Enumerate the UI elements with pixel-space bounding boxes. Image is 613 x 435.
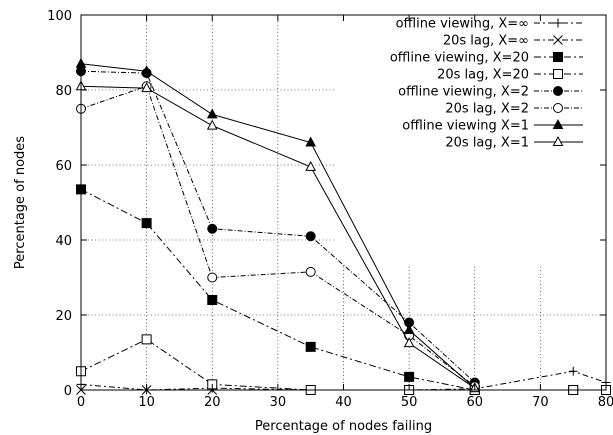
series-3 bbox=[76, 184, 611, 395]
data-point bbox=[141, 82, 152, 93]
legend-label: 20s lag, X=∞ bbox=[443, 34, 529, 49]
y-tick-label: 0 bbox=[64, 384, 72, 399]
data-point bbox=[305, 341, 316, 352]
data-point bbox=[141, 218, 152, 229]
legend-marker bbox=[552, 135, 564, 146]
legend-item: 20s lag, X=20 bbox=[437, 68, 583, 83]
legend: offline viewing, X=∞ 20s lag, X=∞ offline … bbox=[390, 17, 583, 151]
x-tick-label: 30 bbox=[270, 395, 287, 410]
data-point bbox=[568, 366, 578, 376]
series-line bbox=[80, 188, 606, 391]
data-point bbox=[207, 223, 218, 234]
data-point bbox=[206, 108, 218, 119]
series-line bbox=[80, 85, 476, 387]
data-point bbox=[141, 65, 152, 76]
data-point bbox=[305, 231, 316, 242]
legend-marker bbox=[553, 103, 563, 113]
y-tick-label: 20 bbox=[55, 309, 72, 324]
series-line bbox=[80, 70, 476, 383]
legend-marker bbox=[552, 118, 564, 129]
legend-item: offline viewing, X=20 bbox=[390, 51, 583, 66]
series-line bbox=[80, 85, 476, 389]
data-point bbox=[305, 266, 316, 277]
x-tick-label: 50 bbox=[401, 395, 418, 410]
legend-label: offline viewing X=1 bbox=[402, 119, 529, 134]
x-tick-label: 10 bbox=[138, 395, 155, 410]
legend-item: 20s lag, X=∞ bbox=[443, 34, 583, 49]
x-tick-label: 80 bbox=[598, 395, 613, 410]
data-point bbox=[403, 323, 415, 334]
legend-label: offline viewing, X=2 bbox=[398, 85, 529, 100]
data-point bbox=[403, 337, 415, 348]
data-point bbox=[207, 272, 218, 283]
legend-marker bbox=[553, 86, 563, 96]
data-point bbox=[206, 119, 218, 130]
legend-marker bbox=[553, 52, 563, 62]
legend-label: offline viewing, X=∞ bbox=[396, 17, 529, 32]
series-line bbox=[80, 63, 476, 389]
y-tick-label: 40 bbox=[55, 234, 72, 249]
x-tick-label: 0 bbox=[77, 395, 85, 410]
legend-item: 20s lag, X=2 bbox=[445, 102, 583, 117]
data-point bbox=[207, 295, 218, 305]
y-axis-label: Percentage of nodes bbox=[13, 136, 28, 269]
legend-item: 20s lag, X=1 bbox=[445, 136, 583, 151]
legend-marker bbox=[553, 69, 563, 79]
y-tick-label: 100 bbox=[47, 9, 72, 24]
legend-marker bbox=[553, 18, 563, 28]
y-tick-label: 60 bbox=[55, 159, 72, 174]
legend-item: offline viewing, X=2 bbox=[398, 85, 583, 100]
legend-item: offline viewing X=1 bbox=[402, 119, 583, 134]
legend-label: 20s lag, X=1 bbox=[445, 136, 529, 151]
y-tick-label: 80 bbox=[55, 84, 72, 99]
series-line bbox=[80, 370, 607, 391]
x-tick-label: 60 bbox=[466, 395, 483, 410]
series-6 bbox=[76, 81, 480, 392]
data-point bbox=[404, 371, 415, 382]
legend-label: offline viewing, X=20 bbox=[390, 51, 529, 66]
data-point bbox=[141, 334, 152, 345]
x-tick-label: 40 bbox=[335, 395, 352, 410]
legend-marker bbox=[553, 35, 563, 45]
data-point bbox=[305, 160, 317, 171]
x-tick-label: 70 bbox=[532, 395, 549, 410]
legend-item: offline viewing, X=∞ bbox=[396, 17, 583, 32]
x-axis-label: Percentage of nodes failing bbox=[255, 419, 432, 434]
data-point bbox=[305, 136, 317, 147]
x-tick-label: 20 bbox=[204, 395, 221, 410]
legend-label: 20s lag, X=20 bbox=[437, 68, 529, 83]
ticks: 0 10 20 30 40 50 60 70 80 0 20 40 60 80 100 bbox=[47, 9, 613, 410]
legend-label: 20s lag, X=2 bbox=[445, 102, 529, 117]
